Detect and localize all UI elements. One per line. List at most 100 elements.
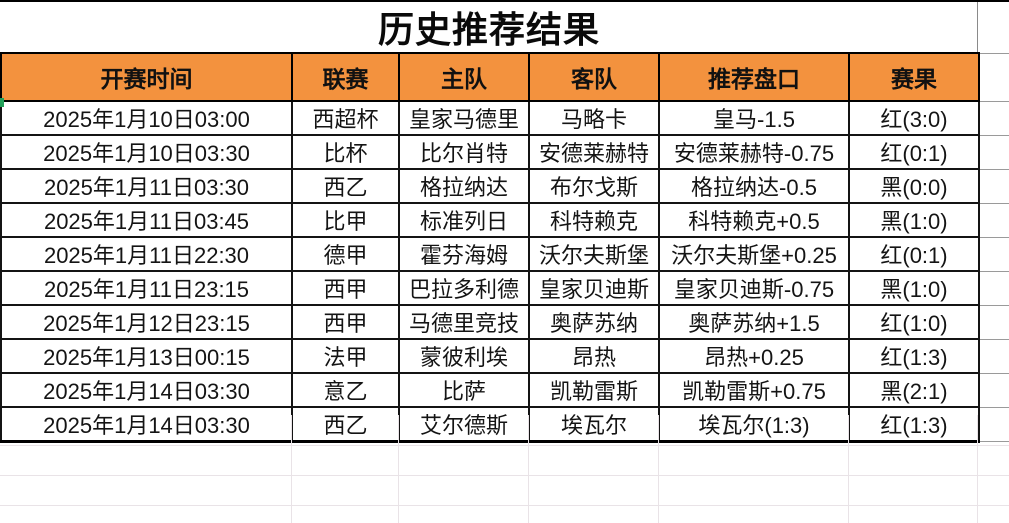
cell-away-team[interactable]: 安德莱赫特 (528, 134, 660, 170)
cell-league[interactable]: 德甲 (291, 236, 400, 272)
cell-home-team[interactable]: 标准列日 (398, 202, 530, 238)
cell-handicap[interactable]: 埃瓦尔(1:3) (658, 406, 850, 443)
table-row: 2025年1月14日03:30 西乙 艾尔德斯 埃瓦尔 埃瓦尔(1:3) 红(1… (0, 406, 1009, 443)
cell-home-team[interactable]: 皇家马德里 (398, 100, 530, 136)
cell-away-team[interactable]: 奥萨苏纳 (528, 304, 660, 340)
cell-away-team[interactable]: 皇家贝迪斯 (528, 270, 660, 306)
col-header-home-team[interactable]: 主队 (398, 52, 530, 102)
cell-league[interactable]: 西乙 (291, 168, 400, 204)
cell-league[interactable]: 西甲 (291, 304, 400, 340)
col-header-away-team[interactable]: 客队 (528, 52, 660, 102)
cell-league[interactable]: 比甲 (291, 202, 400, 238)
header-row: 开赛时间 联赛 主队 客队 推荐盘口 赛果 (0, 52, 1009, 102)
cell-handicap[interactable]: 皇马-1.5 (658, 100, 850, 136)
cell-league[interactable]: 比杯 (291, 134, 400, 170)
empty-grid-vline (291, 415, 292, 523)
cell-league[interactable]: 西乙 (291, 406, 400, 443)
gutter-cell[interactable] (978, 406, 1009, 442)
cell-handicap[interactable]: 凯勒雷斯+0.75 (658, 372, 850, 408)
cell-handicap[interactable]: 皇家贝迪斯-0.75 (658, 270, 850, 306)
cell-home-team[interactable]: 比萨 (398, 372, 530, 408)
cell-away-team[interactable]: 布尔戈斯 (528, 168, 660, 204)
table-row: 2025年1月11日03:45 比甲 标准列日 科特赖克 科特赖克+0.5 黑(… (0, 202, 1009, 238)
cell-away-team[interactable]: 科特赖克 (528, 202, 660, 238)
cell-league[interactable]: 意乙 (291, 372, 400, 408)
gutter-cell[interactable] (978, 270, 1009, 306)
table-row: 2025年1月11日22:30 德甲 霍芬海姆 沃尔夫斯堡 沃尔夫斯堡+0.25… (0, 236, 1009, 272)
row-marker (0, 98, 4, 107)
cell-away-team[interactable]: 凯勒雷斯 (528, 372, 660, 408)
cell-handicap[interactable]: 沃尔夫斯堡+0.25 (658, 236, 850, 272)
empty-grid-vline (528, 415, 529, 523)
empty-grid-vline (658, 415, 659, 523)
cell-time[interactable]: 2025年1月10日03:30 (0, 134, 293, 170)
table-row: 2025年1月10日03:00 西超杯 皇家马德里 马略卡 皇马-1.5 红(3… (0, 100, 1009, 136)
cell-away-team[interactable]: 沃尔夫斯堡 (528, 236, 660, 272)
cell-time[interactable]: 2025年1月11日23:15 (0, 270, 293, 306)
cell-handicap[interactable]: 安德莱赫特-0.75 (658, 134, 850, 170)
cell-result[interactable]: 黑(1:0) (848, 270, 980, 306)
cell-handicap[interactable]: 昂热+0.25 (658, 338, 850, 374)
cell-home-team[interactable]: 艾尔德斯 (398, 406, 530, 443)
gutter-cell[interactable] (978, 100, 1009, 136)
cell-result[interactable]: 黑(0:0) (848, 168, 980, 204)
table-row: 2025年1月11日23:15 西甲 巴拉多利德 皇家贝迪斯 皇家贝迪斯-0.7… (0, 270, 1009, 306)
cell-time[interactable]: 2025年1月14日03:30 (0, 406, 293, 443)
cell-result[interactable]: 红(0:1) (848, 236, 980, 272)
cell-handicap[interactable]: 格拉纳达-0.5 (658, 168, 850, 204)
cell-result[interactable]: 红(3:0) (848, 100, 980, 136)
empty-grid-vline (848, 415, 849, 523)
cell-result[interactable]: 黑(2:1) (848, 372, 980, 408)
col-header-result[interactable]: 赛果 (848, 52, 980, 102)
col-header-league[interactable]: 联赛 (291, 52, 400, 102)
title-row: 历史推荐结果 (0, 2, 978, 52)
gutter-cell[interactable] (978, 372, 1009, 408)
results-tbody: 2025年1月10日03:00 西超杯 皇家马德里 马略卡 皇马-1.5 红(3… (0, 100, 1009, 443)
cell-away-team[interactable]: 昂热 (528, 338, 660, 374)
cell-time[interactable]: 2025年1月14日03:30 (0, 372, 293, 408)
gutter-header-cell[interactable] (978, 52, 1009, 102)
cell-league[interactable]: 西超杯 (291, 100, 400, 136)
gutter-cell[interactable] (978, 202, 1009, 238)
table-row: 2025年1月11日03:30 西乙 格拉纳达 布尔戈斯 格拉纳达-0.5 黑(… (0, 168, 1009, 204)
table-row: 2025年1月13日00:15 法甲 蒙彼利埃 昂热 昂热+0.25 红(1:3… (0, 338, 1009, 374)
cell-result[interactable]: 红(1:3) (848, 406, 980, 443)
cell-time[interactable]: 2025年1月10日03:00 (0, 100, 293, 136)
gutter-cell[interactable] (978, 236, 1009, 272)
cell-home-team[interactable]: 格拉纳达 (398, 168, 530, 204)
cell-home-team[interactable]: 巴拉多利德 (398, 270, 530, 306)
cell-result[interactable]: 红(0:1) (848, 134, 980, 170)
cell-result[interactable]: 黑(1:0) (848, 202, 980, 238)
cell-home-team[interactable]: 马德里竞技 (398, 304, 530, 340)
cell-league[interactable]: 法甲 (291, 338, 400, 374)
empty-grid-vline (398, 415, 399, 523)
gutter-divider-line (977, 2, 978, 52)
cell-handicap[interactable]: 科特赖克+0.5 (658, 202, 850, 238)
cell-away-team[interactable]: 埃瓦尔 (528, 406, 660, 443)
page-title: 历史推荐结果 (377, 9, 600, 50)
gutter-cell[interactable] (978, 338, 1009, 374)
cell-time[interactable]: 2025年1月11日22:30 (0, 236, 293, 272)
empty-grid-vline (977, 415, 978, 523)
cell-home-team[interactable]: 霍芬海姆 (398, 236, 530, 272)
cell-result[interactable]: 红(1:3) (848, 338, 980, 374)
cell-league[interactable]: 西甲 (291, 270, 400, 306)
cell-time[interactable]: 2025年1月13日00:15 (0, 338, 293, 374)
cell-away-team[interactable]: 马略卡 (528, 100, 660, 136)
cell-result[interactable]: 红(1:0) (848, 304, 980, 340)
cell-home-team[interactable]: 比尔肖特 (398, 134, 530, 170)
col-header-handicap[interactable]: 推荐盘口 (658, 52, 850, 102)
gutter-cell[interactable] (978, 134, 1009, 170)
gutter-cell[interactable] (978, 168, 1009, 204)
cell-handicap[interactable]: 奥萨苏纳+1.5 (658, 304, 850, 340)
results-table: 开赛时间 联赛 主队 客队 推荐盘口 赛果 2025年1月10日03:00 西超… (0, 52, 1009, 443)
gutter-cell[interactable] (978, 304, 1009, 340)
cell-home-team[interactable]: 蒙彼利埃 (398, 338, 530, 374)
table-row: 2025年1月14日03:30 意乙 比萨 凯勒雷斯 凯勒雷斯+0.75 黑(2… (0, 372, 1009, 408)
cell-time[interactable]: 2025年1月12日23:15 (0, 304, 293, 340)
cell-time[interactable]: 2025年1月11日03:30 (0, 168, 293, 204)
empty-grid-hline (0, 505, 1009, 506)
col-header-start-time[interactable]: 开赛时间 (0, 52, 293, 102)
cell-time[interactable]: 2025年1月11日03:45 (0, 202, 293, 238)
